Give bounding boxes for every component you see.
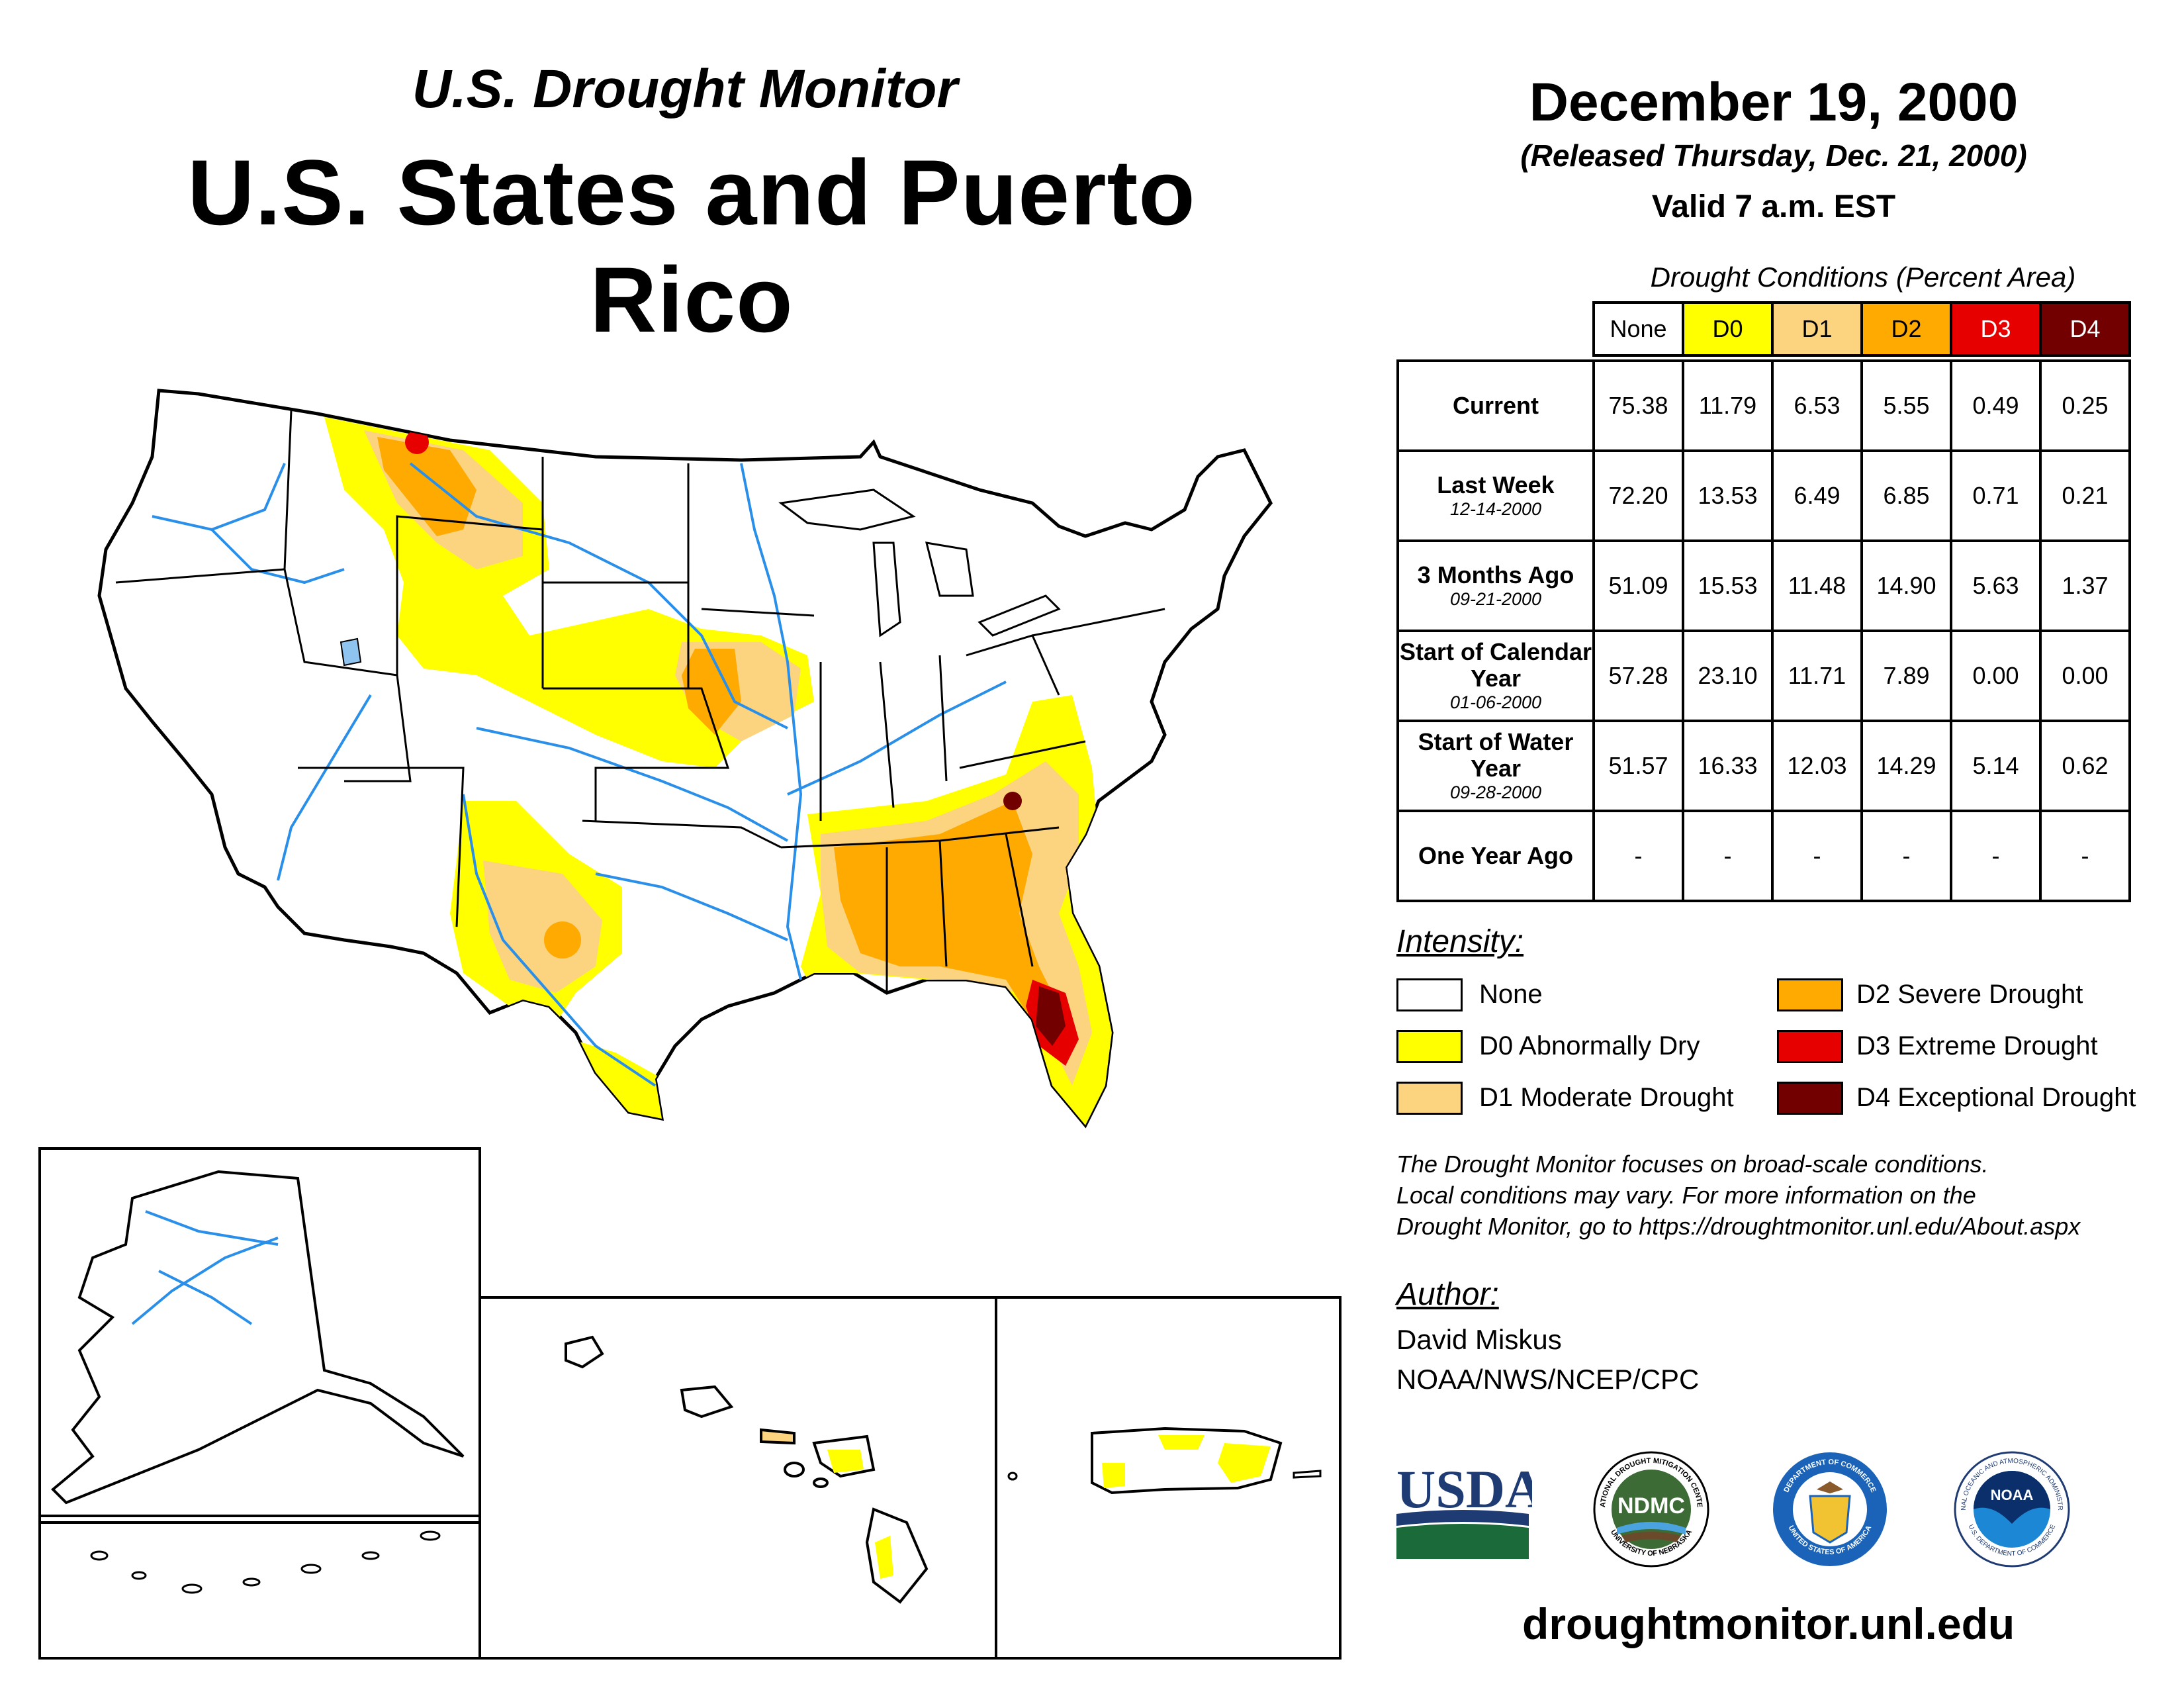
svg-text:NOAA: NOAA	[1991, 1487, 2034, 1503]
great-salt-lake	[340, 637, 362, 667]
row-label: Start of Water Year 09-28-2000	[1396, 720, 1595, 812]
row-label: Start of Calendar Year 01-06-2000	[1396, 630, 1595, 722]
ndmc-logo: NATIONAL DROUGHT MITIGATION CENTER UNIVE…	[1592, 1450, 1709, 1568]
table-row: Last Week 12-14-2000 72.20 13.53 6.49 6.8…	[1396, 449, 2131, 542]
d4-virginia	[1003, 792, 1022, 810]
legend-swatch-none	[1396, 978, 1463, 1011]
aleutian-inset-frame	[38, 1515, 481, 1660]
river-colorado	[277, 694, 372, 881]
col-header-d0: D0	[1682, 301, 1774, 357]
commerce-seal: DEPARTMENT OF COMMERCE UNITED STATES OF …	[1773, 1452, 1887, 1566]
table-title: Drought Conditions (Percent Area)	[1650, 261, 2076, 293]
svg-text:NDMC: NDMC	[1617, 1493, 1685, 1519]
noaa-logo: NATIONAL OCEANIC AND ATMOSPHERIC ADMINIS…	[1952, 1450, 2070, 1568]
table-row: 3 Months Ago 09-21-2000 51.09 15.53 11.48…	[1396, 539, 2131, 632]
pr-d0-central	[1158, 1435, 1205, 1450]
usda-logo: USDA	[1396, 1460, 1532, 1559]
legend-swatch-d2	[1777, 978, 1843, 1011]
hawaii-d0-big-island	[875, 1536, 893, 1579]
river-mississippi	[740, 463, 803, 980]
rivers	[152, 462, 1007, 1087]
vieques-island	[1293, 1470, 1322, 1479]
river-red	[595, 872, 788, 941]
col-header-d1: D1	[1771, 301, 1863, 357]
drought-conditions-table: None D0 D1 D2 D3 D4 Current 75.38 11.79 …	[1396, 301, 2131, 902]
author-name: David Miskus	[1396, 1324, 1562, 1355]
row-label: Current	[1396, 359, 1595, 452]
legend-swatch-d4	[1777, 1082, 1843, 1115]
hawaii-d0-maui	[827, 1450, 864, 1473]
disclaimer-note: The Drought Monitor focuses on broad-sca…	[1396, 1150, 2081, 1240]
river-snake	[210, 528, 345, 585]
aleutian-islands	[90, 1530, 441, 1594]
alaska-rivers	[131, 1210, 279, 1325]
legend-swatch-d0	[1396, 1030, 1463, 1063]
d3-montana	[405, 430, 429, 454]
legend-swatch-d3	[1777, 1030, 1843, 1063]
d1-west-texas	[483, 861, 602, 993]
drought-shading	[324, 417, 1112, 1125]
pr-d0-west	[1102, 1463, 1125, 1488]
legend-label-none: None	[1479, 980, 1543, 1009]
state-borders	[115, 410, 1165, 993]
river-ohio	[787, 680, 1007, 796]
d4-florida	[1036, 986, 1066, 1046]
row-label: 3 Months Ago 09-21-2000	[1396, 539, 1595, 632]
release-date: (Released Thursday, Dec. 21, 2000)	[1520, 138, 2027, 173]
legend-swatch-d1	[1396, 1082, 1463, 1115]
map-title: U.S. States and Puerto Rico	[187, 140, 1196, 352]
legend-label-d2: D2 Severe Drought	[1856, 980, 2083, 1009]
row-label: Last Week 12-14-2000	[1396, 449, 1595, 542]
map-date: December 19, 2000	[1529, 72, 2019, 132]
river-rio-grande	[462, 794, 657, 1087]
d2-southeast	[834, 801, 1059, 1033]
legend-label-d4: D4 Exceptional Drought	[1856, 1083, 2136, 1112]
pr-d0-east	[1218, 1443, 1271, 1483]
col-header-d4: D4	[2039, 301, 2131, 357]
hawaii-inset-frame	[478, 1296, 997, 1660]
river-arkansas	[476, 727, 788, 842]
legend-label-d0: D0 Abnormally Dry	[1479, 1031, 1700, 1060]
table-row: Current 75.38 11.79 6.53 5.55 0.49 0.25	[1396, 359, 2131, 452]
alaska-landmass	[51, 1170, 465, 1505]
svg-text:USDA: USDA	[1396, 1460, 1532, 1519]
author-title: Author:	[1396, 1277, 1499, 1312]
table-row: Start of Calendar Year 01-06-2000 57.28 2…	[1396, 630, 2131, 722]
mona-island	[1007, 1472, 1018, 1481]
d2-montana	[377, 437, 477, 536]
map-subtitle: U.S. Drought Monitor	[412, 59, 958, 119]
author-org: NOAA/NWS/NCEP/CPC	[1396, 1364, 1700, 1395]
col-header-d3: D3	[1950, 301, 2042, 357]
table-row: One Year Ago - - - - - -	[1396, 810, 2131, 902]
col-header-d2: D2	[1860, 301, 1952, 357]
row-label: One Year Ago	[1396, 810, 1595, 902]
table-row: Start of Water Year 09-28-2000 51.57 16.3…	[1396, 720, 2131, 812]
legend-label-d1: D1 Moderate Drought	[1479, 1083, 1734, 1112]
d2-west-texas	[544, 921, 581, 959]
table-header-row: None D0 D1 D2 D3 D4	[1398, 301, 2131, 357]
river-columbia	[152, 463, 286, 532]
col-header-none: None	[1592, 301, 1684, 357]
d2-nebraska-iowa	[682, 649, 741, 735]
great-lakes	[778, 489, 1061, 637]
legend-label-d3: D3 Extreme Drought	[1856, 1031, 2098, 1060]
legend-title: Intensity:	[1396, 924, 1524, 959]
website-url[interactable]: droughtmonitor.unl.edu	[1522, 1599, 2015, 1648]
valid-time: Valid 7 a.m. EST	[1651, 189, 1896, 224]
hawaii-islands	[565, 1335, 929, 1604]
